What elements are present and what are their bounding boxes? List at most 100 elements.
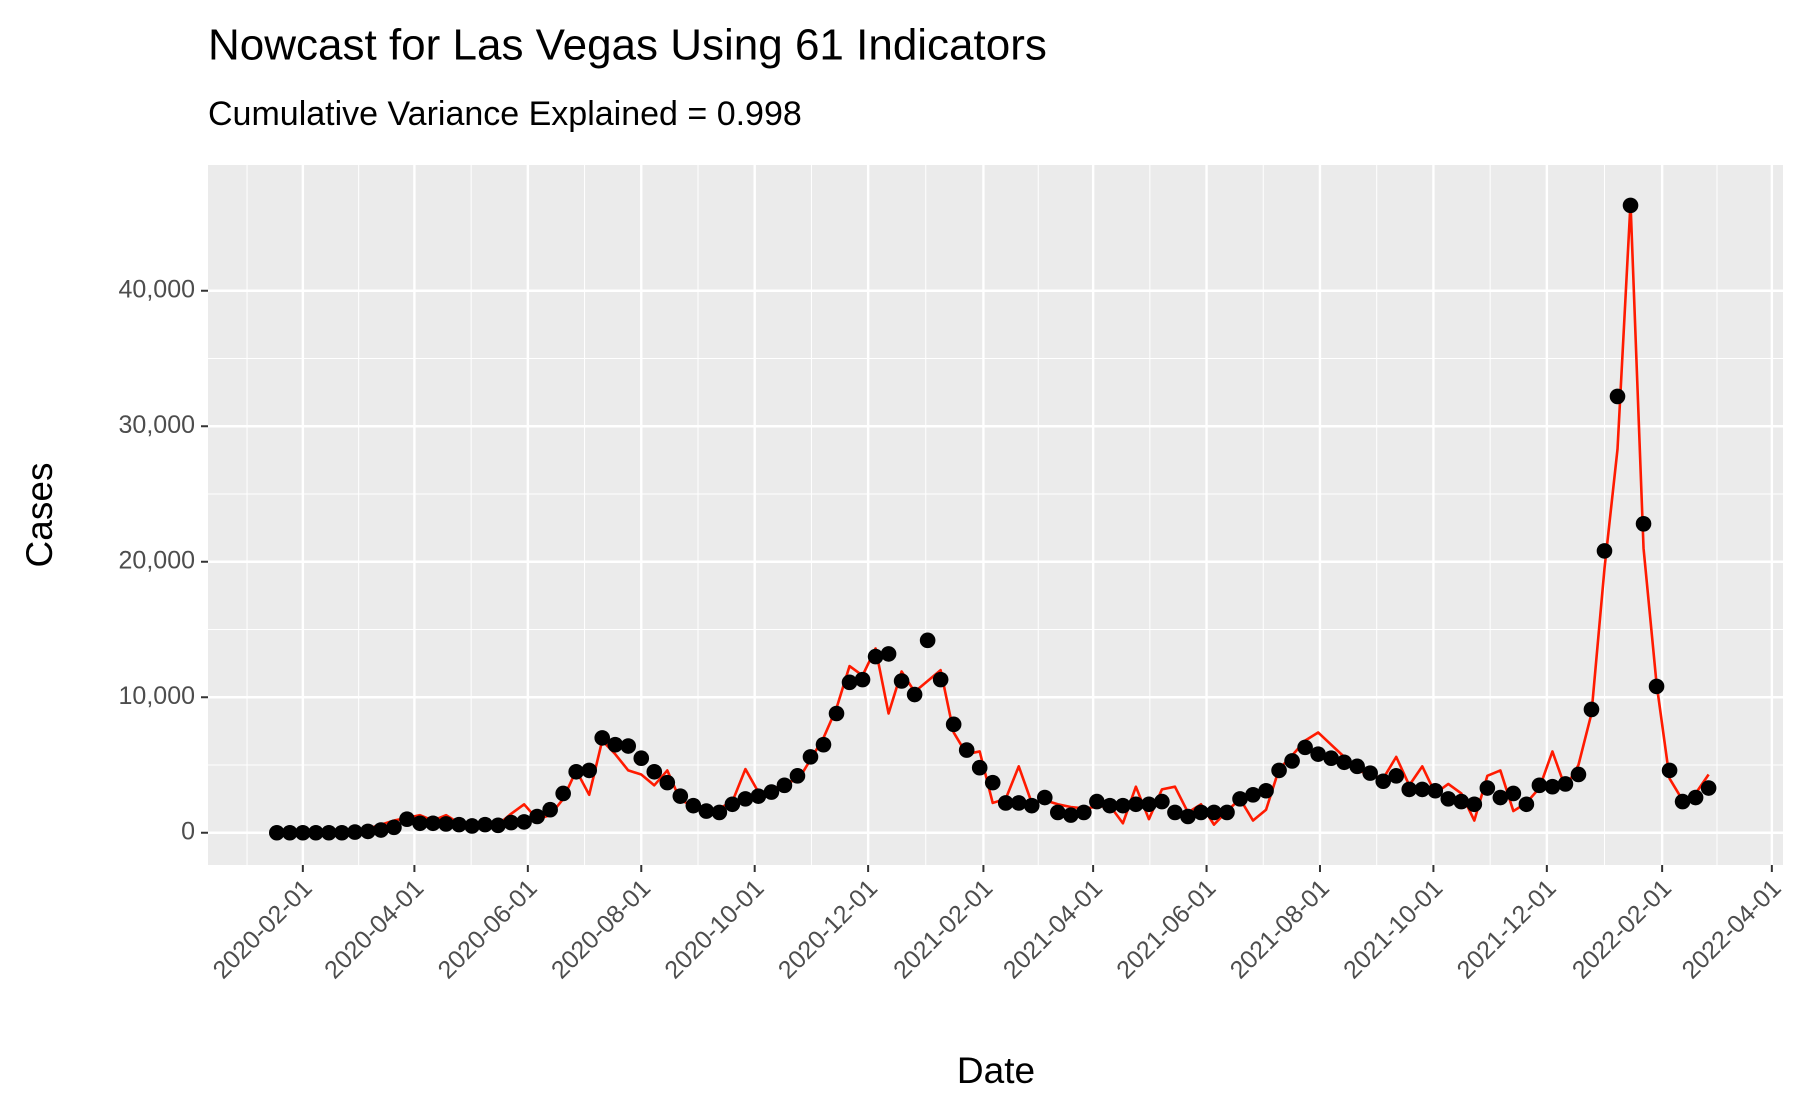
observed-point — [1141, 796, 1157, 813]
observed-point — [776, 777, 793, 794]
observed-point — [1063, 807, 1079, 823]
observed-point — [1544, 778, 1561, 795]
observed-point — [321, 824, 337, 841]
observed-point — [308, 824, 324, 841]
observed-point — [1492, 789, 1509, 806]
observed-point — [815, 736, 832, 753]
observed-point — [1154, 793, 1170, 810]
observed-point — [386, 819, 402, 836]
y-tick-label: 30,000 — [119, 411, 195, 439]
y-axis-title: Cases — [19, 463, 60, 568]
observed-point — [1505, 785, 1522, 802]
y-tick-label: 40,000 — [119, 275, 195, 303]
observed-point — [1284, 753, 1300, 769]
observed-point — [1531, 777, 1548, 794]
observed-point — [373, 822, 389, 838]
observed-point — [1466, 796, 1483, 813]
observed-point — [516, 814, 532, 830]
plot-panel — [208, 165, 1783, 865]
observed-point — [1036, 789, 1053, 806]
observed-point — [347, 824, 363, 840]
observed-point — [464, 818, 480, 834]
observed-point — [1635, 516, 1652, 532]
observed-point — [1102, 797, 1118, 814]
observed-point — [1323, 750, 1339, 767]
observed-point — [1596, 543, 1613, 559]
observed-point — [334, 824, 350, 841]
y-tick-label: 20,000 — [119, 546, 195, 574]
observed-point — [1362, 765, 1378, 781]
observed-point — [1193, 804, 1209, 821]
observed-point — [269, 824, 285, 841]
observed-point — [490, 817, 506, 834]
x-tick-label: 2021-04-01 — [998, 874, 1108, 984]
observed-point — [672, 788, 689, 804]
observed-point — [945, 716, 962, 733]
observed-point — [763, 784, 780, 800]
observed-point — [295, 824, 311, 841]
observed-point — [438, 816, 454, 832]
observed-point — [1687, 789, 1704, 806]
observed-point — [1661, 762, 1678, 779]
observed-point — [1674, 793, 1691, 810]
observed-point — [1271, 762, 1287, 779]
observed-point — [659, 774, 676, 791]
observed-point — [399, 811, 415, 828]
observed-point — [1375, 773, 1392, 790]
observed-point — [711, 804, 728, 821]
x-tick-label: 2021-08-01 — [1225, 874, 1335, 984]
observed-point — [1232, 791, 1248, 807]
chart-subtitle: Cumulative Variance Explained = 0.998 — [208, 95, 802, 133]
observed-point — [737, 791, 754, 807]
x-tick-label: 2022-04-01 — [1677, 874, 1787, 984]
observed-point — [880, 646, 897, 662]
observed-point — [1557, 776, 1574, 792]
observed-point — [854, 671, 871, 688]
observed-point — [425, 815, 441, 832]
observed-point — [1245, 787, 1261, 803]
x-tick-label: 2020-02-01 — [208, 874, 318, 984]
observed-point — [1297, 739, 1313, 756]
observed-point — [412, 815, 428, 832]
observed-point — [1479, 780, 1496, 796]
x-axis-title: Date — [957, 1050, 1035, 1091]
observed-point — [841, 674, 858, 691]
observed-point — [1388, 768, 1405, 784]
observed-point — [1219, 804, 1235, 821]
observed-point — [1010, 795, 1027, 811]
observed-point — [477, 816, 493, 833]
observed-point — [646, 763, 663, 780]
observed-point — [1518, 796, 1535, 813]
observed-point — [906, 686, 923, 703]
observed-point — [1258, 782, 1274, 799]
observed-point — [1401, 781, 1418, 798]
observed-point — [607, 736, 624, 753]
observed-point — [1349, 758, 1365, 775]
x-tick-label: 2020-06-01 — [433, 874, 543, 984]
observed-point — [529, 808, 545, 825]
chart-title: Nowcast for Las Vegas Using 61 Indicator… — [208, 21, 1047, 70]
observed-point — [802, 749, 819, 765]
observed-point — [1336, 754, 1352, 771]
observed-point — [919, 632, 936, 649]
observed-point — [1115, 797, 1131, 814]
x-tick-label: 2020-08-01 — [546, 874, 656, 984]
observed-point — [581, 762, 597, 779]
observed-point — [1414, 781, 1431, 798]
observed-point — [451, 816, 467, 833]
observed-point — [1622, 197, 1639, 214]
observed-point — [1700, 780, 1717, 796]
observed-point — [698, 803, 715, 819]
x-tick-label: 2021-12-01 — [1452, 874, 1562, 984]
observed-point — [1453, 793, 1470, 810]
observed-point — [867, 648, 884, 665]
observed-point — [971, 759, 988, 776]
observed-point — [828, 705, 845, 722]
observed-point — [1128, 796, 1144, 813]
observed-point — [620, 738, 637, 754]
observed-point — [984, 774, 1001, 791]
observed-point — [633, 750, 650, 767]
observed-point — [1310, 746, 1326, 762]
observed-point — [555, 785, 571, 802]
